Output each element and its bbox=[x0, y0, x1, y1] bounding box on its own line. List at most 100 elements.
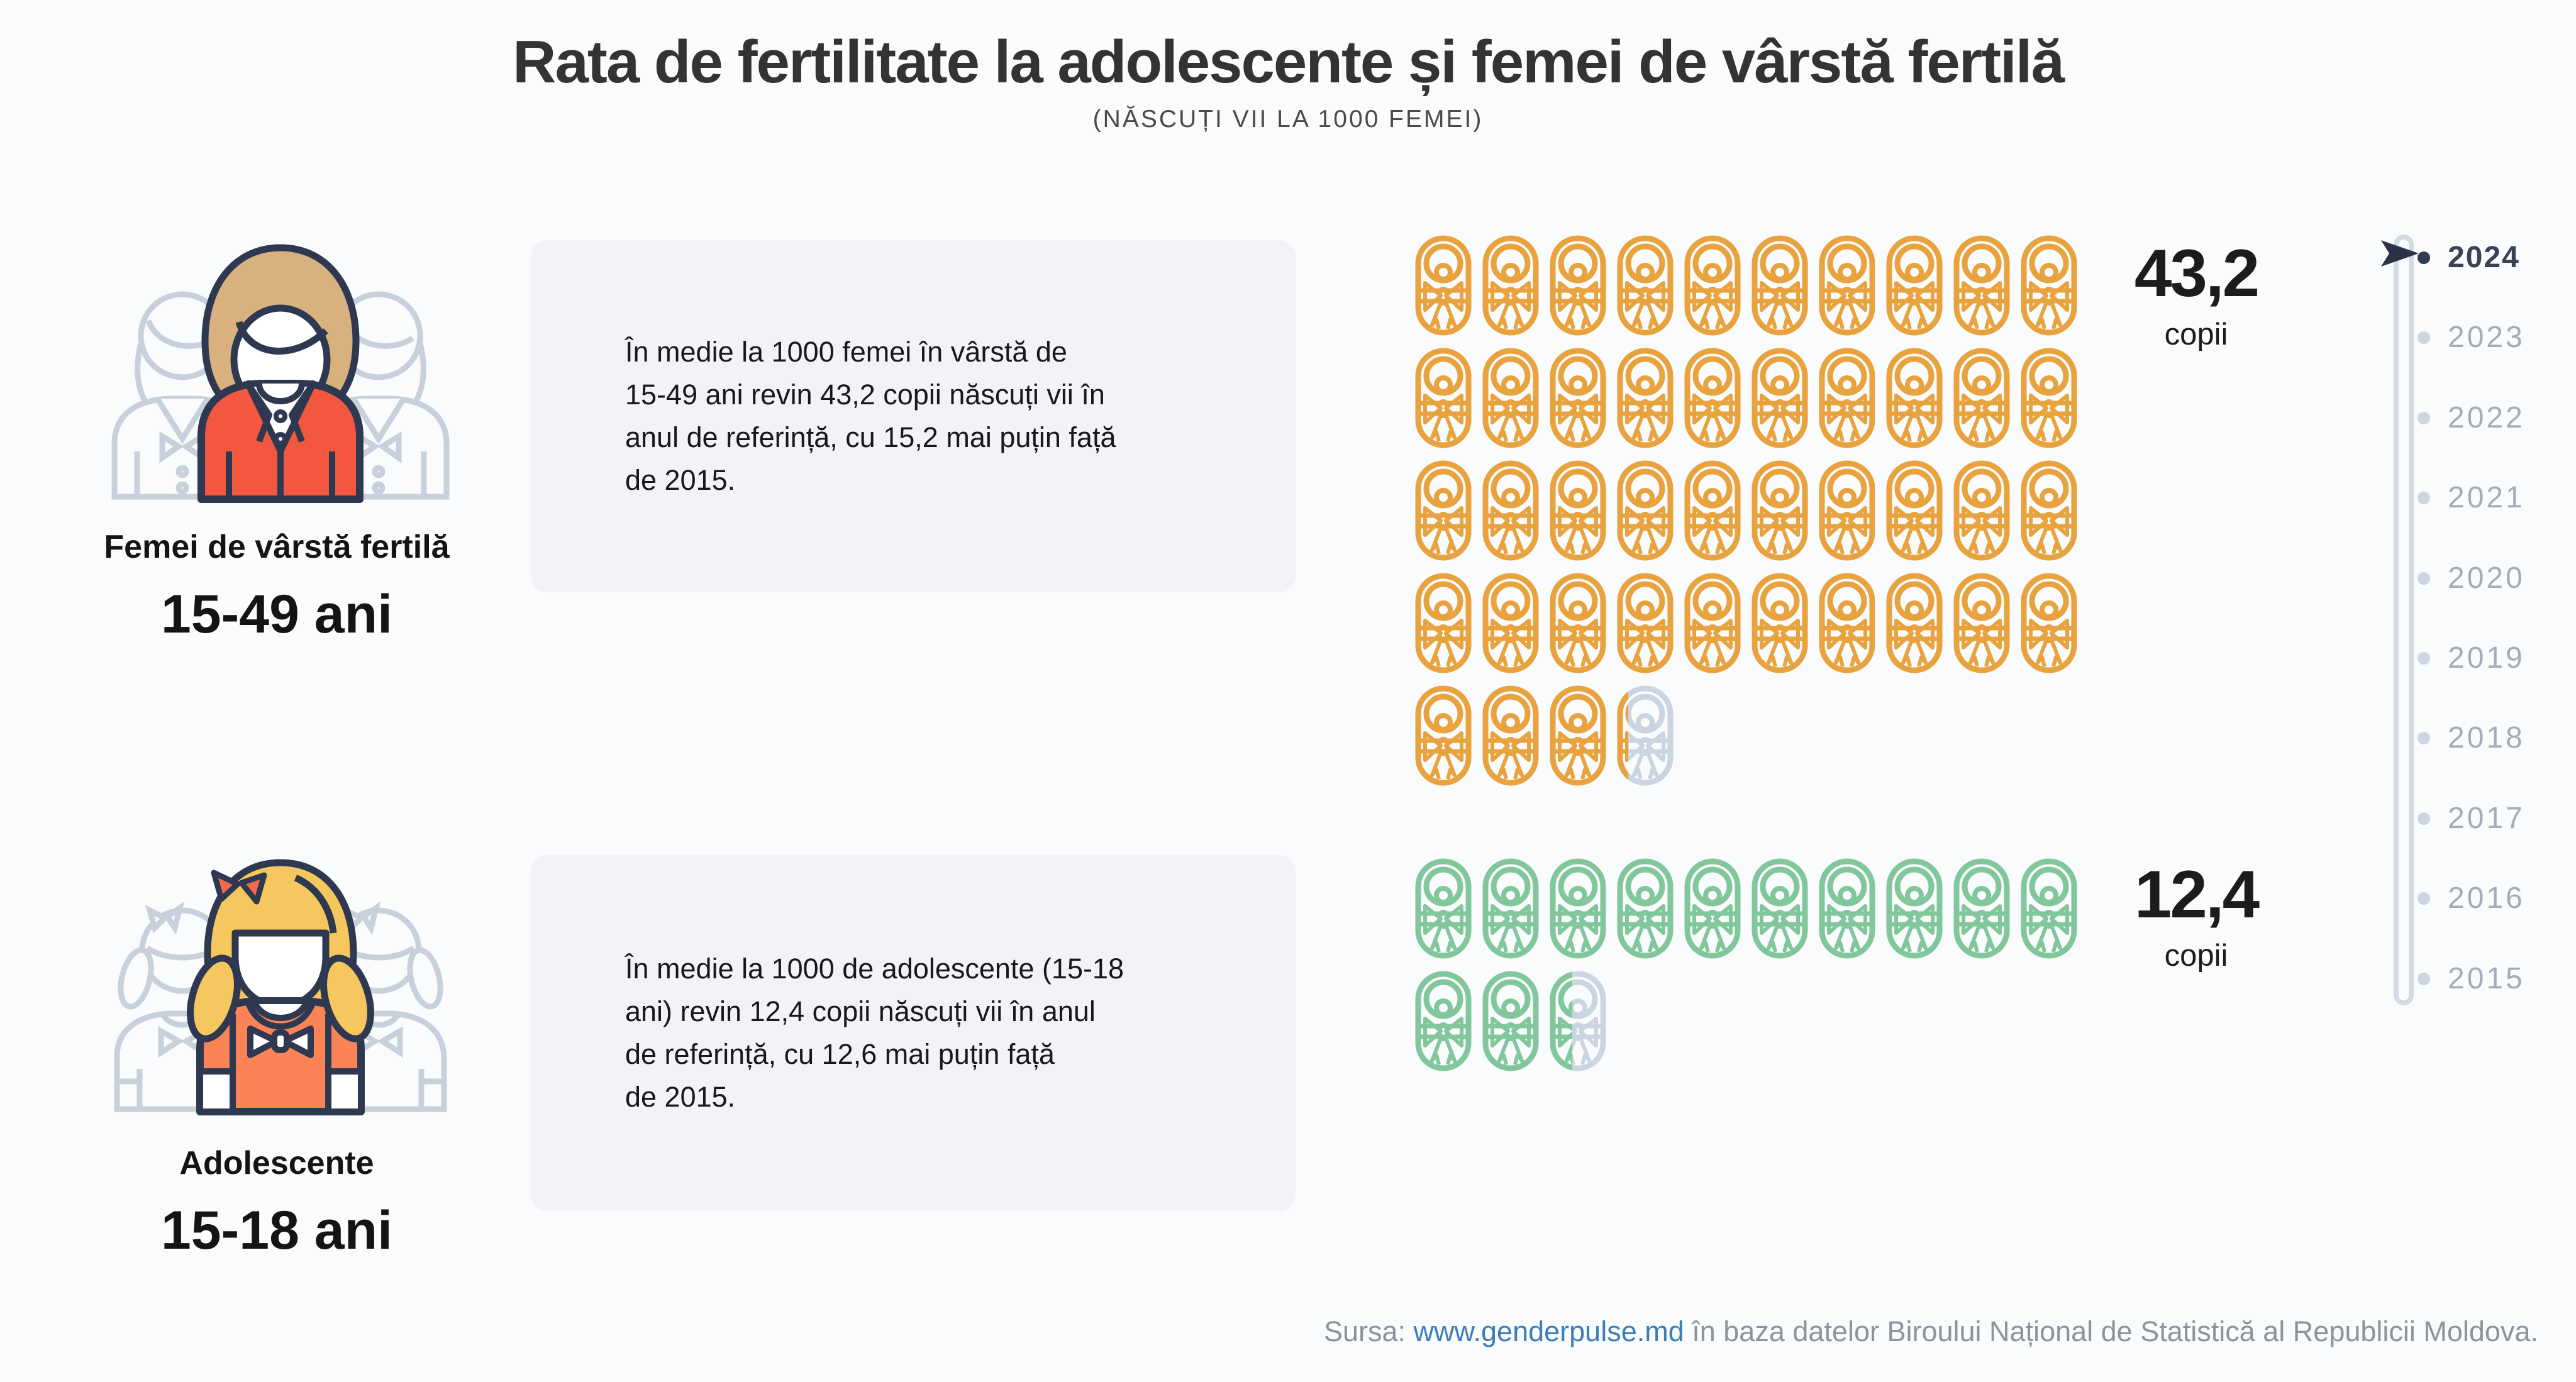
timeline-year-label[interactable]: 2018 bbox=[2448, 721, 2525, 755]
value-number-adolescente: 12,4 bbox=[2134, 856, 2260, 932]
baby-icon bbox=[1886, 573, 1943, 673]
timeline-year-label[interactable]: 2022 bbox=[2448, 401, 2525, 434]
baby-icon bbox=[1550, 348, 1606, 448]
page-subtitle: (NĂSCUȚI VII LA 1000 FEMEI) bbox=[1092, 106, 1484, 133]
baby-icon bbox=[1415, 460, 1472, 561]
adolescents-group-icon bbox=[114, 859, 447, 1115]
timeline-dot[interactable] bbox=[2416, 572, 2431, 585]
baby-icon bbox=[1953, 573, 2010, 673]
baby-icon bbox=[1684, 460, 1741, 561]
timeline-year-2022[interactable]: 2022 bbox=[2416, 401, 2525, 434]
baby-icon bbox=[1415, 573, 1472, 673]
timeline-arrow-icon[interactable] bbox=[2380, 239, 2420, 268]
timeline-year-2020[interactable]: 2020 bbox=[2416, 561, 2525, 595]
baby-icon bbox=[2021, 858, 2077, 959]
pictogram-grid-femei bbox=[1415, 235, 2083, 786]
timeline-year-label[interactable]: 2019 bbox=[2448, 641, 2525, 675]
baby-icon bbox=[1684, 348, 1741, 448]
baby-icon bbox=[1617, 235, 1674, 336]
baby-icon bbox=[1953, 348, 2010, 448]
timeline-year-label[interactable]: 2015 bbox=[2448, 961, 2525, 995]
timeline-dot[interactable] bbox=[2416, 331, 2431, 345]
timeline-year-2018[interactable]: 2018 bbox=[2416, 721, 2525, 755]
baby-icon bbox=[1482, 573, 1539, 673]
baby-icon bbox=[1550, 573, 1606, 673]
baby-icon-partial bbox=[1550, 971, 1606, 1071]
source-link[interactable]: www.genderpulse.md bbox=[1413, 1315, 1684, 1347]
baby-icon bbox=[1482, 858, 1539, 959]
baby-icon-partial bbox=[1617, 685, 1674, 786]
source-suffix: în baza datelor Biroului Național de Sta… bbox=[1684, 1315, 2538, 1347]
timeline-year-label[interactable]: 2023 bbox=[2448, 321, 2525, 355]
baby-icon bbox=[1684, 573, 1741, 673]
baby-icon bbox=[2021, 348, 2077, 448]
baby-icon bbox=[1482, 685, 1539, 786]
description-text-femei: În medie la 1000 femei în vârstă de 15-4… bbox=[625, 336, 1116, 496]
timeline-dot[interactable] bbox=[2416, 731, 2431, 745]
group-label-adolescente: Adolescente bbox=[179, 1145, 374, 1181]
timeline-dot[interactable] bbox=[2416, 812, 2431, 826]
timeline-year-2015[interactable]: 2015 bbox=[2416, 961, 2525, 995]
baby-icon bbox=[1415, 235, 1472, 336]
timeline-year-2016[interactable]: 2016 bbox=[2416, 882, 2525, 915]
baby-icon bbox=[1819, 348, 1875, 448]
baby-icon bbox=[1550, 858, 1606, 959]
timeline-year-label[interactable]: 2021 bbox=[2448, 481, 2525, 515]
timeline-year-2023[interactable]: 2023 bbox=[2416, 321, 2525, 355]
baby-icon bbox=[1752, 348, 1808, 448]
baby-icon bbox=[1886, 460, 1943, 561]
baby-icon bbox=[2021, 460, 2077, 561]
source-prefix: Sursa: bbox=[1323, 1315, 1414, 1347]
baby-icon bbox=[1953, 235, 2010, 336]
timeline-year-label[interactable]: 2016 bbox=[2448, 882, 2525, 915]
timeline-track bbox=[2394, 235, 2414, 1005]
timeline-dot[interactable] bbox=[2416, 491, 2431, 505]
baby-icon bbox=[1415, 858, 1472, 959]
baby-icon bbox=[1617, 348, 1674, 448]
source-note: Sursa: www.genderpulse.md în baza datelo… bbox=[1324, 1315, 2538, 1348]
baby-icon bbox=[1953, 460, 2010, 561]
timeline-year-label[interactable]: 2024 bbox=[2448, 241, 2520, 274]
baby-icon bbox=[1684, 858, 1741, 959]
baby-icon bbox=[1819, 858, 1875, 959]
baby-icon bbox=[1886, 348, 1943, 448]
baby-icon bbox=[1752, 573, 1808, 673]
timeline-dot[interactable] bbox=[2416, 411, 2431, 425]
value-unit-adolescente: copii bbox=[2164, 939, 2228, 973]
timeline-dot[interactable] bbox=[2416, 651, 2431, 665]
page-title: Rata de fertilitate la adolescente și fe… bbox=[513, 28, 2065, 96]
description-box-femei: În medie la 1000 femei în vârstă de 15-4… bbox=[531, 240, 1296, 592]
description-box-adolescente: În medie la 1000 de adolescente (15-18 a… bbox=[531, 855, 1296, 1211]
baby-icon bbox=[1617, 460, 1674, 561]
baby-icon bbox=[1886, 235, 1943, 336]
baby-icon bbox=[1752, 858, 1808, 959]
timeline-dot[interactable] bbox=[2416, 972, 2431, 986]
baby-icon bbox=[1550, 235, 1606, 336]
timeline-year-2019[interactable]: 2019 bbox=[2416, 641, 2525, 675]
baby-icon bbox=[1482, 460, 1539, 561]
baby-icon bbox=[1482, 971, 1539, 1071]
timeline-year-2024[interactable]: 2024 bbox=[2416, 241, 2520, 274]
timeline-year-2017[interactable]: 2017 bbox=[2416, 801, 2525, 835]
group-age-femei: 15-49 ani bbox=[160, 584, 393, 644]
timeline-dot[interactable] bbox=[2416, 892, 2431, 905]
timeline-year-2021[interactable]: 2021 bbox=[2416, 481, 2525, 515]
baby-icon bbox=[1415, 685, 1472, 786]
baby-icon bbox=[1684, 235, 1741, 336]
timeline-year-label[interactable]: 2017 bbox=[2448, 801, 2525, 835]
baby-icon bbox=[1415, 348, 1472, 448]
baby-icon bbox=[1482, 348, 1539, 448]
baby-icon bbox=[1819, 235, 1875, 336]
baby-icon bbox=[1550, 971, 1572, 1071]
value-number-femei: 43,2 bbox=[2134, 235, 2260, 311]
timeline-dot[interactable] bbox=[2416, 251, 2431, 265]
value-unit-femei: copii bbox=[2164, 318, 2228, 351]
value-block-femei: 43,2 copii bbox=[2108, 234, 2284, 352]
group-age-adolescente: 15-18 ani bbox=[160, 1200, 393, 1261]
timeline-year-label[interactable]: 2020 bbox=[2448, 561, 2525, 595]
group-label-femei: Femei de vârstă fertilă bbox=[104, 529, 450, 565]
baby-icon bbox=[1550, 460, 1606, 561]
baby-icon bbox=[1617, 858, 1674, 959]
value-block-adolescente: 12,4 copii bbox=[2108, 855, 2284, 973]
baby-icon bbox=[1953, 858, 2010, 959]
